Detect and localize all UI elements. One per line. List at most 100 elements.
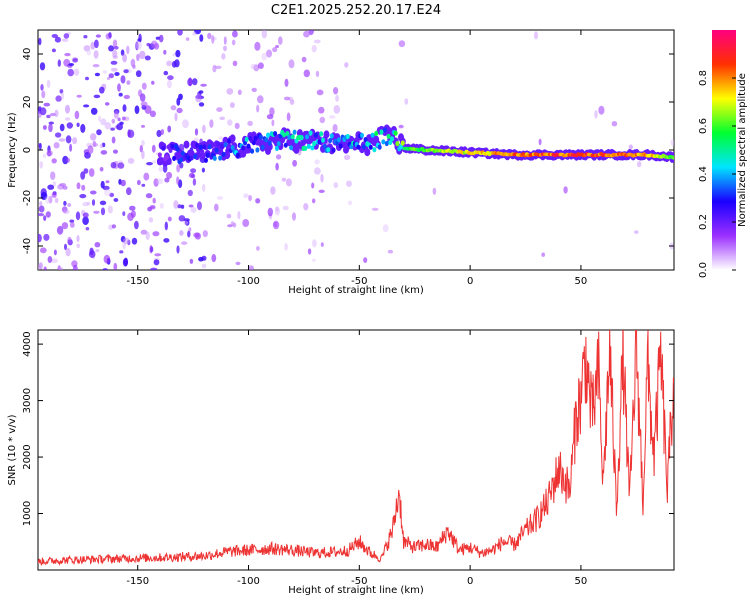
noise-speckle (55, 95, 62, 102)
noise-speckle (211, 34, 215, 44)
noise-speckle (135, 70, 142, 78)
spectrogram-y-ticks: -40 -20 0 20 40 (22, 48, 674, 254)
noise-speckle (46, 114, 51, 119)
ridge-core (317, 139, 322, 145)
noise-speckle (288, 59, 295, 69)
ridge-core (207, 144, 212, 150)
noise-speckle (158, 166, 164, 172)
noise-speckle (273, 221, 278, 228)
ridge-core (255, 147, 260, 153)
noise-speckle (234, 122, 240, 130)
noise-speckle (144, 55, 151, 61)
noise-speckle (215, 65, 222, 70)
noise-speckle (231, 39, 236, 46)
ridge-core (282, 132, 286, 138)
noise-speckle (123, 69, 129, 74)
ridge-core (395, 141, 400, 147)
noise-speckle (106, 76, 111, 81)
noise-speckle (112, 39, 118, 48)
noise-speckle (141, 150, 145, 159)
ridge-core (179, 157, 184, 163)
noise-speckle (47, 184, 55, 190)
noise-speckle (76, 243, 80, 248)
noise-speckle (104, 122, 112, 130)
noise-speckle (59, 183, 67, 187)
noise-speckle (42, 153, 47, 158)
ridge-core (283, 142, 288, 148)
noise-speckle (86, 49, 92, 56)
noise-speckle (159, 203, 164, 209)
ridge-core (287, 134, 292, 140)
noise-speckle (163, 49, 167, 55)
noise-speckle (61, 206, 68, 213)
noise-speckle (39, 161, 44, 169)
ridge-core (312, 141, 317, 147)
noise-speckle (62, 185, 68, 190)
noise-speckle (221, 53, 226, 60)
ridge-core (383, 127, 387, 133)
noise-speckle (126, 45, 130, 55)
noise-speckle (122, 104, 127, 112)
noise-speckle (151, 144, 156, 153)
noise-speckle (347, 200, 353, 206)
colorbar-ticks: 0.0 0.2 0.4 0.6 0.8 (698, 70, 736, 278)
noise-speckle (102, 70, 108, 74)
noise-speckle (167, 75, 174, 81)
ridge-core (303, 145, 308, 151)
noise-speckle (254, 41, 261, 51)
noise-speckle (73, 68, 80, 76)
noise-speckle (343, 154, 351, 161)
noise-speckle (65, 135, 72, 144)
noise-speckle (51, 34, 58, 38)
noise-speckle (328, 115, 336, 119)
ridge-core (159, 157, 164, 163)
noise-speckle (637, 161, 642, 168)
noise-speckle (398, 40, 406, 48)
noise-speckle (43, 266, 47, 270)
noise-speckle (48, 195, 53, 204)
noise-speckle (92, 63, 100, 68)
noise-speckle (611, 121, 618, 127)
noise-speckle (270, 186, 276, 195)
noise-speckle (271, 119, 275, 127)
noise-speckle (135, 41, 139, 51)
noise-speckle (124, 116, 130, 122)
noise-speckle (153, 259, 160, 266)
noise-speckle (146, 162, 153, 166)
ridge-halo (385, 126, 392, 135)
ridge-core (368, 144, 373, 150)
ridge-core (250, 148, 255, 154)
snr-x-tick-label: 50 (575, 576, 588, 587)
noise-speckle (176, 176, 180, 185)
noise-speckle (164, 221, 168, 231)
spectrogram-y-tick-label: 0 (22, 147, 33, 153)
ridge-core (225, 148, 230, 154)
noise-speckle (229, 102, 235, 108)
noise-speckle (112, 50, 118, 58)
noise-speckle (176, 97, 181, 106)
noise-speckle (219, 116, 225, 121)
ridge-core (180, 150, 185, 156)
noise-speckle (141, 183, 146, 187)
noise-speckle (158, 34, 164, 43)
noise-speckle (51, 48, 56, 53)
noise-speckle (64, 104, 71, 114)
noise-speckle (93, 94, 101, 99)
noise-speckle (67, 68, 74, 77)
noise-speckle (188, 77, 192, 86)
noise-speckle (187, 189, 193, 197)
noise-speckle (130, 210, 136, 218)
noise-speckle (80, 123, 86, 133)
noise-speckle (332, 124, 338, 132)
noise-speckle (64, 52, 71, 57)
noise-speckle (267, 207, 273, 217)
ridge-core (338, 143, 343, 149)
noise-speckle (284, 243, 288, 251)
noise-speckle (387, 249, 394, 254)
noise-speckle (139, 145, 143, 153)
noise-speckle (47, 256, 53, 263)
noise-speckle (303, 203, 309, 211)
noise-speckle (184, 219, 190, 226)
noise-speckle (320, 173, 324, 183)
